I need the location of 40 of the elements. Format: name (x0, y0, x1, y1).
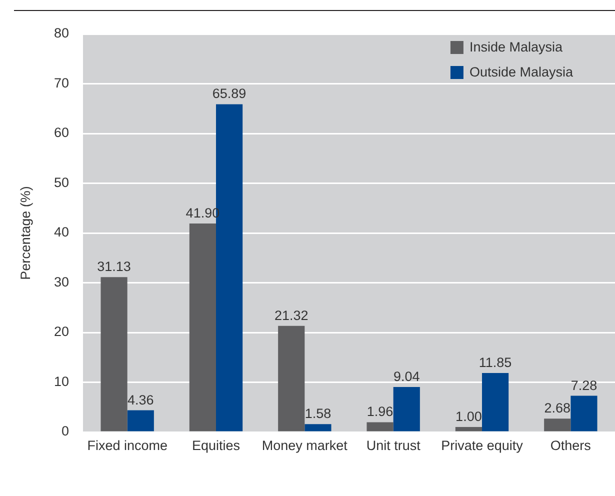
data-label: 9.04 (393, 368, 420, 384)
data-label: 31.13 (97, 259, 131, 274)
x-tick-label: Money market (262, 438, 348, 453)
y-tick-label: 50 (54, 174, 69, 190)
y-tick-label: 20 (54, 324, 69, 340)
bar (544, 418, 571, 432)
data-label: 1.58 (304, 406, 332, 422)
y-tick-label: 10 (54, 374, 69, 389)
bar (304, 424, 332, 432)
bar (393, 387, 420, 432)
bar (127, 410, 154, 432)
data-label: 65.89 (212, 86, 246, 102)
bar (366, 422, 394, 432)
data-label: 2.68 (544, 400, 571, 416)
y-tick-label: 0 (61, 424, 69, 439)
y-tick-label: 70 (54, 75, 69, 90)
bar (278, 326, 305, 432)
bar (570, 396, 598, 432)
bar (455, 427, 482, 432)
data-label: 1.96 (366, 404, 394, 420)
y-tick-label: 30 (54, 274, 69, 290)
data-label: 21.32 (274, 308, 308, 323)
data-label: 1.00 (456, 408, 482, 424)
data-label: 11.85 (478, 355, 512, 370)
bar (100, 277, 128, 432)
data-label: 4.36 (127, 392, 154, 408)
x-tick-label: Private equity (441, 438, 524, 453)
legend-label: Inside Malaysia (469, 40, 563, 55)
x-tick-label: Fixed income (87, 438, 168, 453)
x-tick-label: Unit trust (366, 438, 421, 453)
x-tick-label: Others (550, 438, 592, 453)
bar (189, 224, 216, 432)
data-label: 7.28 (570, 378, 598, 393)
bar (482, 373, 509, 432)
y-tick-label: 80 (54, 26, 69, 41)
y-tick-label: 60 (54, 125, 69, 140)
legend-label: Outside Malaysia (469, 64, 574, 80)
y-tick-label: 40 (54, 224, 69, 240)
x-tick-label: Equities (192, 438, 240, 453)
y-axis-title: Percentage (%) (18, 186, 33, 280)
